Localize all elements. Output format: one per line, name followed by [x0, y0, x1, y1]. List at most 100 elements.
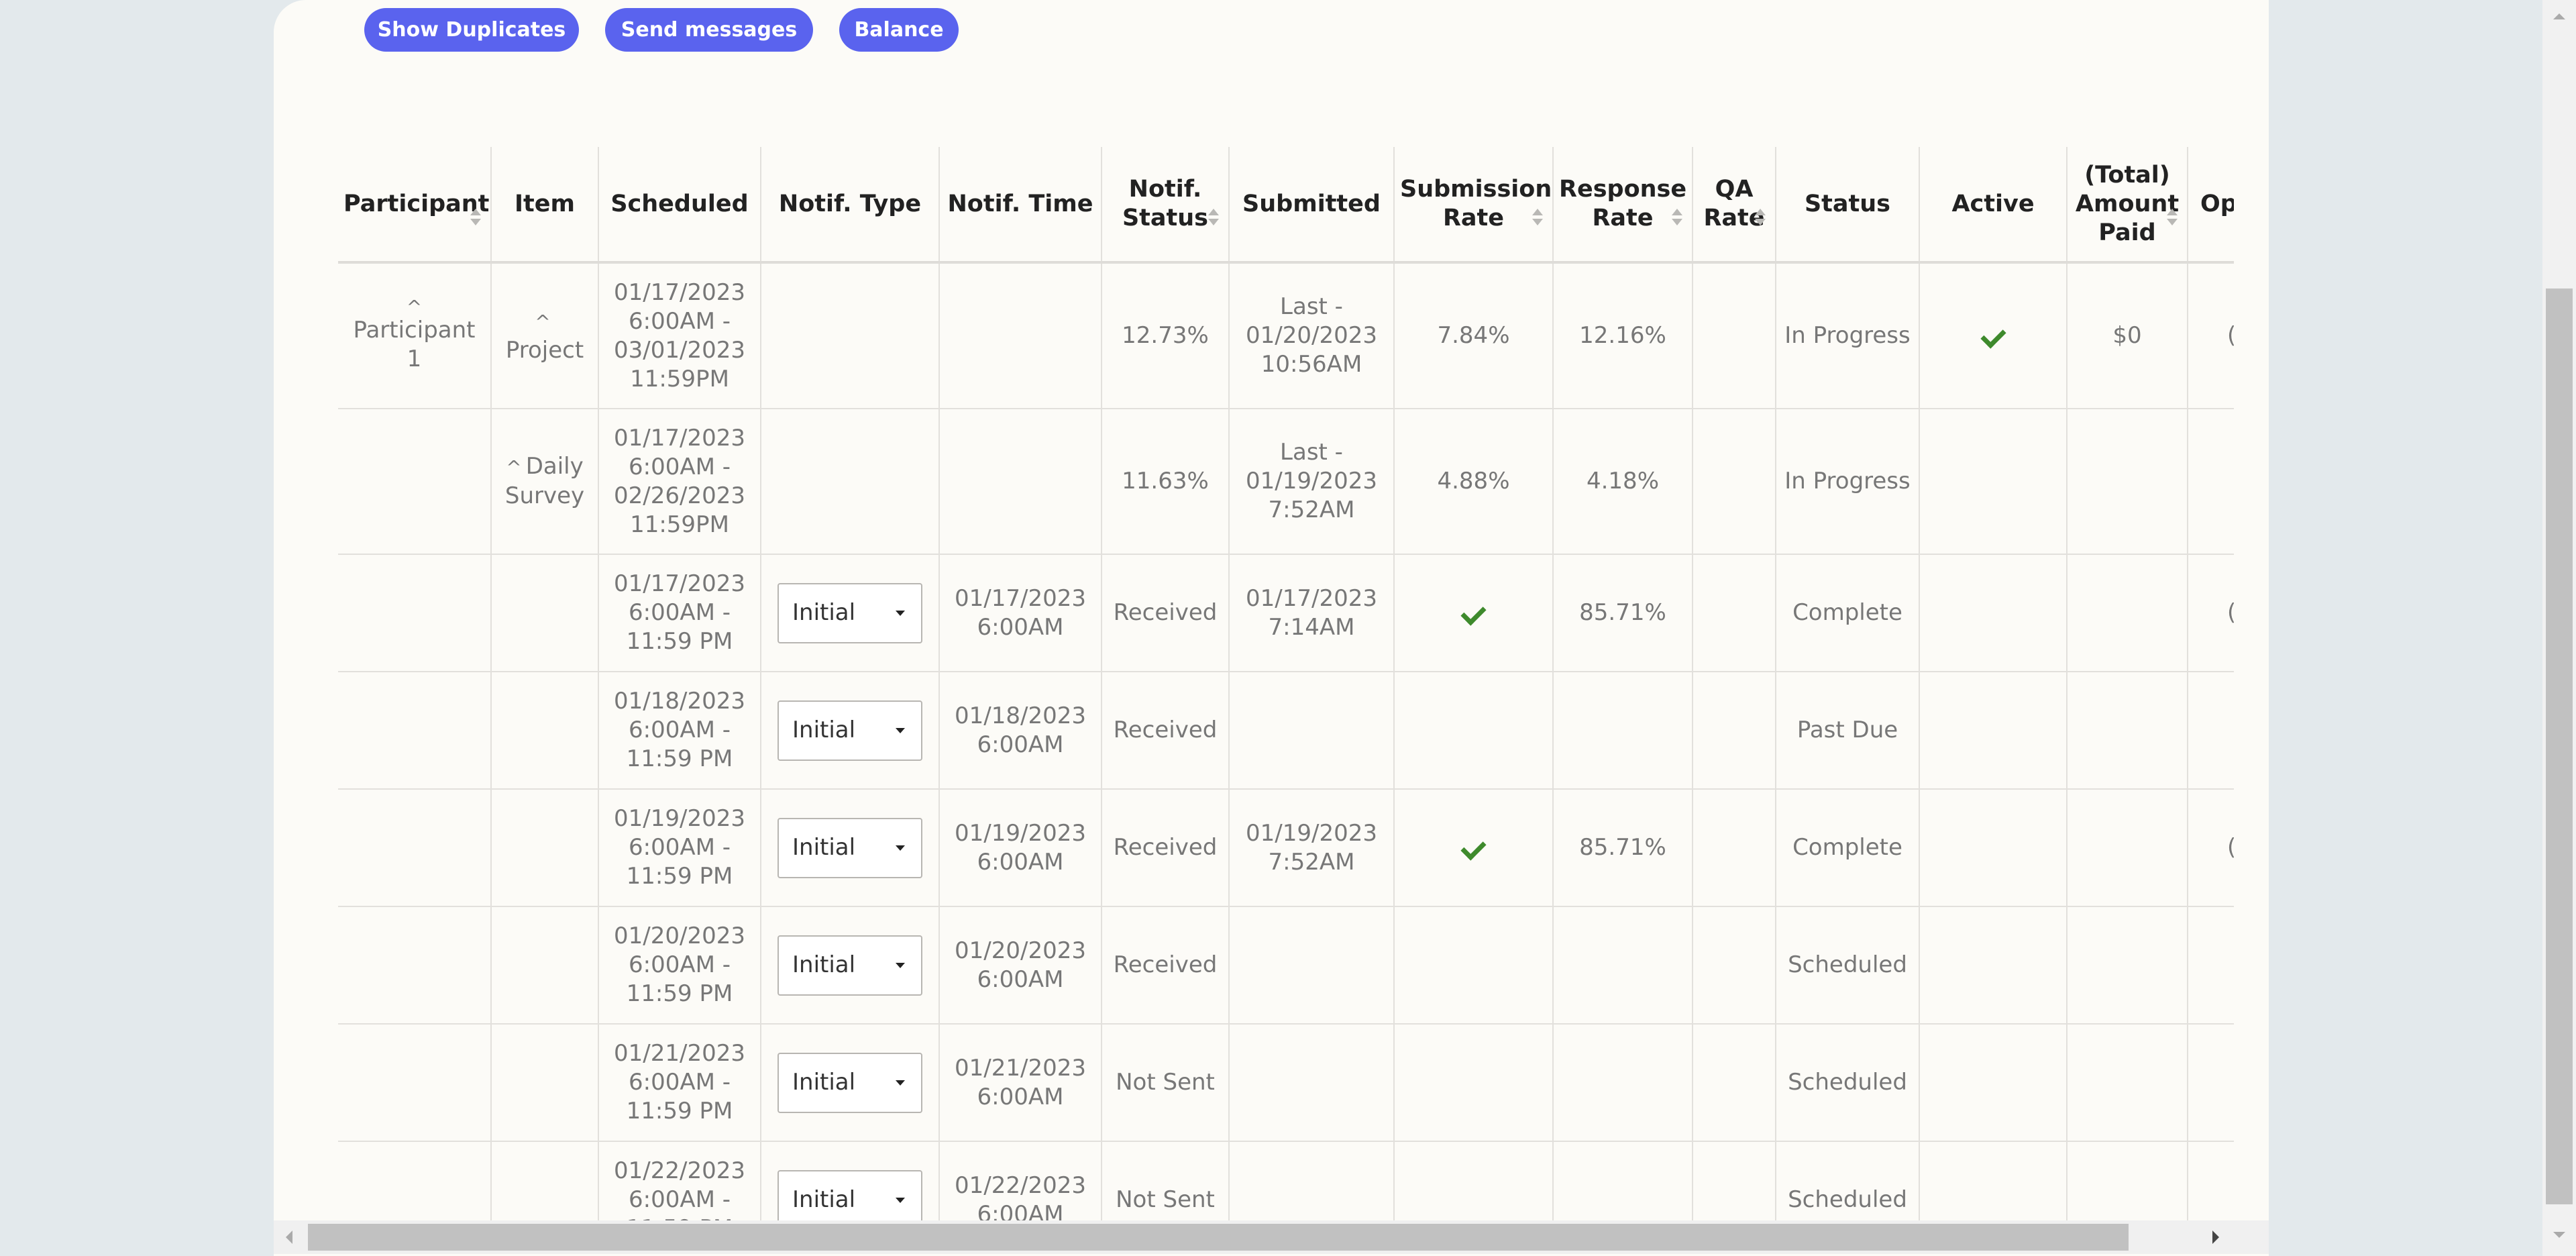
cell-submission-rate: [1393, 554, 1554, 672]
column-header[interactable]: Response Rate: [1552, 147, 1693, 264]
cell-submission-rate: 4.88%: [1393, 408, 1554, 555]
cell-notif-time: 01/21/2023 6:00AM: [938, 1023, 1102, 1142]
table-row: 01/20/2023 6:00AM - 11:59 PM Initial 01/20…: [338, 906, 2234, 1025]
cell-qa-rate: [1692, 554, 1776, 672]
cell-item: ^ Daily Survey: [490, 408, 599, 555]
cell-notif-time: 01/20/2023 6:00AM: [938, 906, 1102, 1025]
notif-type-value: Initial: [792, 599, 856, 626]
cell-scheduled: 01/19/2023 6:00AM - 11:59 PM: [598, 788, 761, 907]
column-header[interactable]: Submission Rate: [1393, 147, 1554, 264]
cell-participant: ^ Participant 1: [338, 262, 492, 409]
column-header[interactable]: QA Rate: [1692, 147, 1776, 264]
cell-scheduled: 01/17/2023 6:00AM - 03/01/2023 11:59PM: [598, 262, 761, 409]
caret-down-icon: [896, 1080, 905, 1086]
options-value[interactable]: (: [2194, 598, 2234, 627]
cell-op: (: [2187, 262, 2234, 409]
item-name[interactable]: Daily Survey: [504, 453, 585, 509]
cell-notif-status: 12.73%: [1101, 262, 1230, 409]
cell-notif-type: Initial: [760, 1141, 940, 1220]
column-header[interactable]: (Total) Amount Paid: [2066, 147, 2188, 264]
cell-submitted: Last - 01/20/2023 10:56AM: [1228, 262, 1395, 409]
cell-submitted: [1228, 1023, 1395, 1142]
cell-status: In Progress: [1775, 262, 1920, 409]
schedule-table-viewport: Participant Item Scheduled Notif. Type Notif…: [338, 147, 2234, 1220]
cell-op: [2187, 906, 2234, 1025]
cell-qa-rate: [1692, 262, 1776, 409]
column-header-label: Submission Rate: [1400, 176, 1552, 231]
notif-type-select[interactable]: Initial: [777, 700, 922, 761]
cell-notif-status: Received: [1101, 788, 1230, 907]
cell-participant: [338, 1141, 492, 1220]
column-header-label: Scheduled: [610, 190, 749, 217]
cell-notif-time: [938, 408, 1102, 555]
caret-down-icon: [896, 610, 905, 616]
cell-amount-paid: [2066, 1141, 2188, 1220]
cell-notif-type: Initial: [760, 671, 940, 790]
cell-submission-rate: [1393, 906, 1554, 1025]
column-header[interactable]: Participant: [338, 147, 492, 264]
notif-type-select[interactable]: Initial: [777, 582, 922, 643]
cell-item: [490, 906, 599, 1025]
column-header-label: Active: [1951, 190, 2035, 217]
cell-notif-status: Not Sent: [1101, 1023, 1230, 1142]
notif-type-value: Initial: [792, 951, 856, 978]
cell-submission-rate: [1393, 1023, 1554, 1142]
notif-type-select[interactable]: Initial: [777, 1169, 922, 1220]
sort-icon[interactable]: [2165, 209, 2179, 229]
cell-status: Scheduled: [1775, 906, 1920, 1025]
chevron-up-icon[interactable]: ^: [535, 311, 551, 333]
table-horizontal-scrollbar[interactable]: [274, 1220, 2269, 1254]
sort-icon[interactable]: [1531, 209, 1544, 229]
horizontal-scroll-thumb[interactable]: [308, 1224, 2129, 1251]
sort-icon[interactable]: [469, 209, 482, 229]
participant-name[interactable]: Participant 1: [353, 316, 476, 372]
column-header-label: Item: [515, 190, 575, 217]
cell-scheduled: 01/18/2023 6:00AM - 11:59 PM: [598, 671, 761, 790]
cell-notif-time: 01/17/2023 6:00AM: [938, 554, 1102, 672]
page-scroll-up-arrow-icon[interactable]: [2553, 13, 2565, 19]
column-header-label: Op: [2200, 190, 2234, 217]
chevron-up-icon[interactable]: ^: [406, 295, 423, 318]
cell-submitted: Last - 01/19/2023 7:52AM: [1228, 408, 1395, 555]
balance-button[interactable]: Balance: [839, 8, 959, 52]
column-header-label: Submitted: [1242, 190, 1381, 217]
check-icon: [1980, 323, 2006, 349]
sort-icon[interactable]: [1207, 209, 1220, 229]
table-row: 01/17/2023 6:00AM - 11:59 PM Initial 01/17…: [338, 554, 2234, 672]
cell-item: ^ Project: [490, 262, 599, 409]
chevron-up-icon[interactable]: ^: [506, 456, 522, 478]
page-scroll-thumb[interactable]: [2546, 289, 2573, 1204]
item-name[interactable]: Project: [505, 337, 584, 364]
cell-notif-status: Not Sent: [1101, 1141, 1230, 1220]
check-icon: [1460, 835, 1487, 861]
cell-notif-type: Initial: [760, 554, 940, 672]
options-value[interactable]: (: [2194, 833, 2234, 862]
scroll-left-arrow-icon[interactable]: [286, 1231, 292, 1244]
notif-type-select[interactable]: Initial: [777, 1052, 922, 1113]
notif-type-select[interactable]: Initial: [777, 935, 922, 996]
table-header-row: Participant Item Scheduled Notif. Type Notif…: [338, 147, 2234, 264]
page-vertical-scrollbar[interactable]: [2542, 0, 2576, 1256]
cell-notif-type: Initial: [760, 1023, 940, 1142]
cell-item: [490, 1141, 599, 1220]
send-messages-button[interactable]: Send messages: [605, 8, 813, 52]
cell-scheduled: 01/17/2023 6:00AM - 02/26/2023 11:59PM: [598, 408, 761, 555]
column-header-label: QA Rate: [1703, 176, 1765, 231]
page-scroll-down-arrow-icon[interactable]: [2553, 1232, 2565, 1238]
cell-qa-rate: [1692, 408, 1776, 555]
options-value[interactable]: (: [2194, 321, 2234, 350]
cell-notif-type: [760, 408, 940, 555]
cell-notif-time: 01/18/2023 6:00AM: [938, 671, 1102, 790]
cell-item: [490, 788, 599, 907]
sort-icon[interactable]: [1754, 209, 1767, 229]
notif-type-select[interactable]: Initial: [777, 817, 922, 878]
cell-status: Scheduled: [1775, 1141, 1920, 1220]
caret-down-icon: [896, 962, 905, 968]
column-header: Notif. Time: [938, 147, 1102, 264]
scroll-right-arrow-icon[interactable]: [2212, 1231, 2219, 1244]
cell-amount-paid: [2066, 408, 2188, 555]
sort-icon[interactable]: [1670, 209, 1684, 229]
cell-submission-rate: [1393, 671, 1554, 790]
show-duplicates-button[interactable]: Show Duplicates: [364, 8, 579, 52]
column-header[interactable]: Notif. Status: [1101, 147, 1230, 264]
